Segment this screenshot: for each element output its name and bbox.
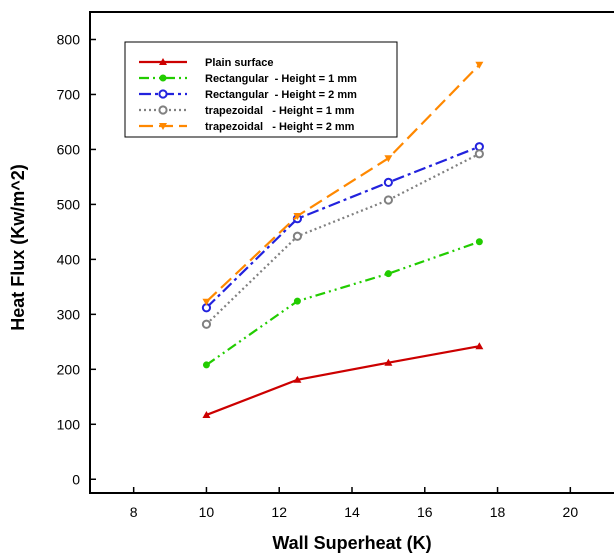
legend-marker <box>159 123 167 130</box>
legend-entry: trapezoidal - Height = 2 mm <box>139 121 355 133</box>
data-point <box>293 297 301 305</box>
legend-label: Plain surface <box>205 57 273 69</box>
data-point <box>384 270 392 278</box>
y-tick-label: 200 <box>57 361 81 377</box>
data-point <box>202 410 211 418</box>
series-4 <box>201 149 484 329</box>
data-point <box>292 231 303 241</box>
x-tick-label: 20 <box>563 504 579 520</box>
series-2 <box>202 238 483 369</box>
legend-entry: Rectangular - Height = 2 mm <box>139 89 357 101</box>
x-axis-title: Wall Superheat (K) <box>272 533 431 553</box>
x-tick-label: 10 <box>199 504 215 520</box>
series-3 <box>201 142 484 313</box>
data-point <box>383 177 393 188</box>
series-1 <box>202 342 484 418</box>
series-line <box>206 345 480 416</box>
legend: Plain surface Rectangular - Height = 1 mm… <box>124 41 398 138</box>
y-tick-label: 300 <box>57 306 81 322</box>
series-line <box>205 145 480 309</box>
series-line <box>205 152 480 326</box>
x-tick-label: 8 <box>130 504 138 520</box>
series-line <box>205 64 481 303</box>
legend-label: Rectangular - Height = 1 mm <box>205 73 357 85</box>
y-tick-label: 700 <box>57 86 81 102</box>
legend-marker <box>159 58 167 65</box>
plot-area <box>89 11 614 494</box>
legend-entry: trapezoidal - Height = 1 mm <box>139 105 355 117</box>
y-tick-label: 400 <box>57 251 81 267</box>
legend-box <box>124 41 398 138</box>
series-line <box>205 240 480 366</box>
y-tick-label: 100 <box>57 416 81 432</box>
plot-border <box>89 11 614 494</box>
data-point <box>293 212 302 220</box>
data-point <box>383 195 393 205</box>
data-point <box>384 358 393 366</box>
series-group <box>201 61 484 418</box>
legend-label: trapezoidal - Height = 1 mm <box>205 105 355 117</box>
y-tick-label: 600 <box>57 141 81 157</box>
data-point <box>475 342 484 350</box>
data-point <box>293 375 302 383</box>
legend-label: trapezoidal - Height = 2 mm <box>205 121 355 133</box>
y-axis-title: Heat Flux (Kw/m^2) <box>8 164 28 331</box>
legend-label: Rectangular - Height = 2 mm <box>205 89 357 101</box>
data-point <box>474 142 484 152</box>
x-tick-label: 14 <box>344 504 360 520</box>
legend-marker <box>158 89 168 99</box>
legend-marker <box>158 105 168 115</box>
data-point <box>474 149 484 159</box>
x-tick-label: 12 <box>271 504 287 520</box>
y-tick-label: 500 <box>57 196 81 212</box>
data-point <box>384 155 393 163</box>
data-point <box>475 61 484 69</box>
data-point <box>475 238 483 246</box>
x-tick-label: 18 <box>490 504 506 520</box>
legend-entry: Rectangular - Height = 1 mm <box>139 73 357 85</box>
legend-marker <box>159 74 167 82</box>
x-tick-label: 16 <box>417 504 433 520</box>
legend-entry: Plain surface <box>139 57 273 69</box>
data-point <box>202 361 210 369</box>
y-tick-label: 0 <box>72 471 80 487</box>
series-5 <box>202 61 484 306</box>
data-point <box>202 298 211 306</box>
y-tick-label: 800 <box>57 31 81 47</box>
data-point <box>201 319 212 329</box>
